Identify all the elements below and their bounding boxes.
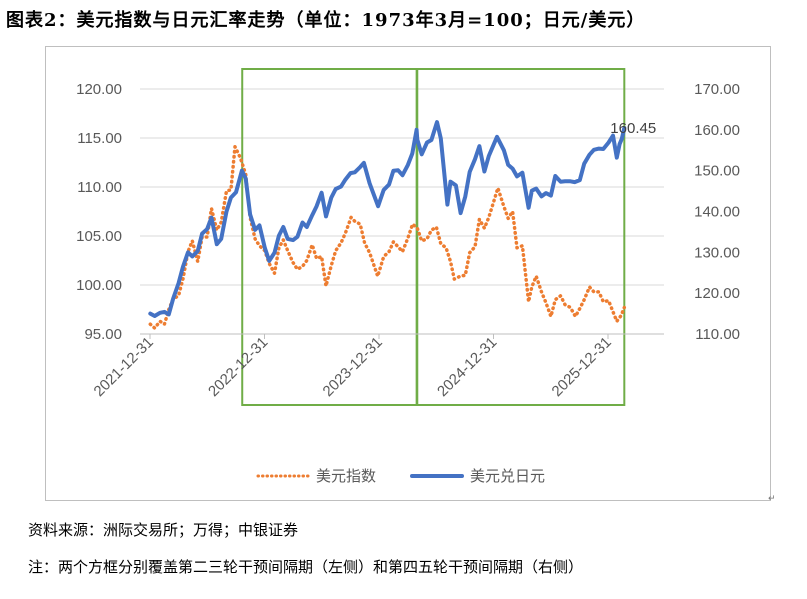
x-tick-label: 2024-12-31 xyxy=(434,334,500,400)
series-lines xyxy=(148,120,627,330)
chart-frame xyxy=(45,46,771,501)
x-tick-label: 2021-12-31 xyxy=(91,334,157,400)
y-right-tick-label: 170.00 xyxy=(694,81,740,98)
highlight-box-right xyxy=(416,68,626,406)
y-left-tick-label: 105.00 xyxy=(76,228,122,245)
legend: 美元指数 美元兑日元 xyxy=(256,468,545,485)
y-right-tick-label: 120.00 xyxy=(694,285,740,302)
y-right-tick-label: 130.00 xyxy=(694,244,740,261)
paragraph-mark-icon: ↵ xyxy=(768,494,776,504)
y-right-tick-label: 110.00 xyxy=(695,326,740,343)
source-note: 资料来源：洲际交易所；万得；中银证券 xyxy=(28,521,299,539)
last-value-label: 160.45 xyxy=(610,120,656,137)
y-right-tick-label: 150.00 xyxy=(694,163,740,180)
y-right-tick-label: 140.00 xyxy=(694,204,740,221)
footnote: 注：两个方框分别覆盖第二三轮干预间隔期（左侧）和第四五轮干预间隔期（右侧） xyxy=(28,558,584,576)
x-tick-label: 2025-12-31 xyxy=(549,334,615,400)
legend-usdjpy-label: 美元兑日元 xyxy=(470,468,545,485)
x-tick-label: 2023-12-31 xyxy=(320,334,386,400)
y-right-tick-label: 160.00 xyxy=(694,122,740,139)
highlight-boxes xyxy=(241,68,626,406)
y-left-tick-label: 115.00 xyxy=(77,130,122,147)
y-left-tick-label: 95.00 xyxy=(84,326,122,343)
x-tick-label: 2022-12-31 xyxy=(205,334,271,400)
y-left-tick-label: 110.00 xyxy=(77,179,122,196)
chart-title: 图表2：美元指数与日元汇率走势（单位：1973年3月=100；日元/美元） xyxy=(6,10,646,31)
dxy-series-line xyxy=(148,145,627,330)
usdjpy-series-line xyxy=(148,120,627,318)
highlight-box-left xyxy=(241,68,418,406)
y-left-tick-label: 100.00 xyxy=(76,277,122,294)
y-left-tick-label: 120.00 xyxy=(76,81,122,98)
legend-dxy-label: 美元指数 xyxy=(316,468,376,485)
